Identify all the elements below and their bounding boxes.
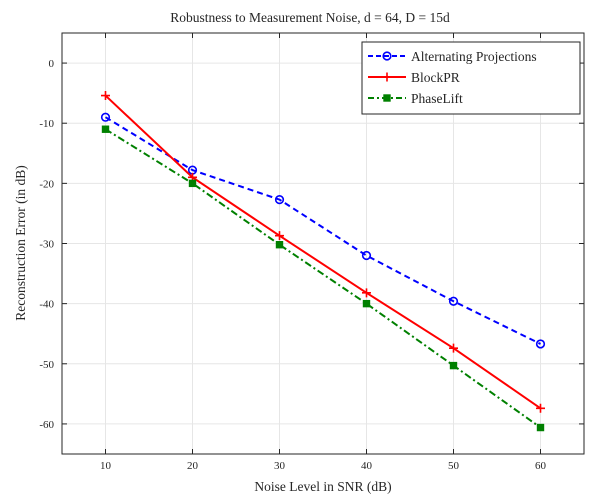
legend-entry: Alternating Projections [368,49,537,64]
y-axis-label: Reconstruction Error (in dB) [13,165,28,321]
legend-marker [382,51,392,61]
data-point [449,343,458,353]
x-tick-label: 30 [274,460,286,472]
data-point [362,288,371,298]
legend-marker [383,94,391,102]
series-line [104,128,542,429]
y-tick-label: -40 [39,299,54,311]
data-point [275,231,284,241]
series-layer [100,91,546,432]
y-tick-label: -20 [39,178,54,190]
y-tick-label: -50 [39,359,54,371]
legend: Alternating Projections BlockPR PhaseLift [361,41,581,115]
legend-marker [382,72,392,82]
x-axis-label: Noise Level in SNR (dB) [254,479,391,494]
data-point [536,403,545,413]
series-phaselift [101,125,545,432]
y-tick-label: -10 [39,118,54,130]
data-point [361,250,372,261]
data-point [536,423,545,432]
y-tick-label: -30 [39,239,54,251]
x-tick-label: 50 [448,460,460,472]
legend-label: BlockPR [411,70,460,85]
data-point [362,299,371,308]
data-point [274,194,285,205]
legend-label: Alternating Projections [411,49,537,64]
y-tick-label: -60 [39,419,54,431]
data-point [101,125,110,133]
data-point [100,112,111,122]
chart-title: Robustness to Measurement Noise, d = 64,… [170,10,450,25]
data-point [101,91,110,101]
legend-label: PhaseLift [411,91,463,106]
legend-items: Alternating Projections BlockPR PhaseLift [368,49,537,106]
data-point [275,241,284,249]
ticks: 10 20 30 40 50 60 0 -10 -20 -30 -40 -50 -60 [39,33,584,472]
data-point [449,361,458,370]
legend-entry: PhaseLift [368,91,463,106]
x-tick-label: 20 [187,460,199,472]
series-alternating-projections [100,112,546,349]
series-line [104,116,541,345]
y-tick-label: 0 [49,58,55,70]
data-point [448,296,459,306]
data-point [535,339,546,349]
series-line [104,94,542,410]
x-tick-label: 60 [535,460,547,472]
legend-entry: BlockPR [368,70,460,85]
x-tick-label: 10 [100,460,112,472]
x-tick-label: 40 [361,460,373,472]
data-point [188,179,197,188]
series-blockpr [101,91,545,413]
